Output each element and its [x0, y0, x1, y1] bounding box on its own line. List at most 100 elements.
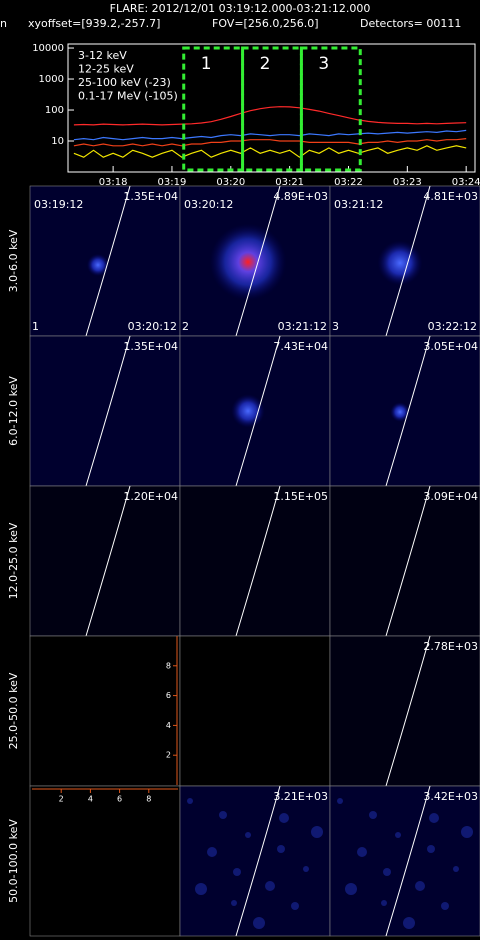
image-panel [329, 635, 480, 787]
energy-band-label: 12.0-25.0 keV [7, 522, 20, 599]
image-panel [179, 485, 331, 637]
noise-speck [461, 826, 473, 838]
legend-entry: 25-100 keV (-23) [78, 76, 171, 89]
noise-speck [245, 832, 251, 838]
energy-band-label: 50.0-100.0 keV [7, 819, 20, 903]
plot-frame [67, 43, 476, 173]
title: FLARE: 2012/12/01 03:19:12.000-03:21:12.… [110, 2, 371, 15]
y-tick-label: 1000 [39, 74, 64, 85]
noise-speck [441, 902, 449, 910]
solar-limb [85, 485, 131, 637]
energy-band-label: 25.0-50.0 keV [7, 672, 20, 749]
max-value-label: 1.20E+04 [123, 490, 178, 503]
series-line [73, 129, 467, 141]
interval-number: 3 [332, 320, 339, 333]
noise-speck [429, 813, 439, 823]
cut-text: n [0, 17, 7, 30]
source-blob [86, 253, 110, 277]
solar-limb [235, 185, 281, 337]
max-value-label: 3.05E+04 [423, 340, 478, 353]
x-tick-label: 03:21 [275, 177, 304, 188]
solar-limb [235, 485, 281, 637]
empty-axis-tick-label: 2 [166, 751, 171, 760]
interval-label: 2 [260, 54, 271, 74]
empty-axis-tick-label: 6 [166, 691, 171, 700]
source-blob [231, 394, 265, 428]
series-line [73, 138, 467, 147]
empty-axis-tick-label: 8 [166, 661, 171, 670]
noise-speck [357, 847, 367, 857]
source-blob [377, 240, 423, 286]
noise-speck [345, 883, 357, 895]
noise-speck [277, 845, 285, 853]
fov: FOV=[256.0,256.0] [212, 17, 319, 30]
empty-axis-tick-label: 4 [166, 721, 171, 730]
end-time: 03:22:12 [428, 320, 477, 333]
interval-number: 2 [182, 320, 189, 333]
max-value-label: 1.35E+04 [123, 190, 178, 203]
end-time: 03:20:12 [128, 320, 177, 333]
x-tick-label: 03:24 [452, 177, 480, 188]
start-time: 03:19:12 [34, 198, 83, 211]
noise-speck [279, 813, 289, 823]
end-time: 03:21:12 [278, 320, 327, 333]
solar-limb [385, 185, 431, 337]
image-panel [329, 485, 480, 637]
empty-axis-tick-label: 8 [146, 795, 151, 804]
x-tick-label: 03:18 [99, 177, 128, 188]
y-tick-label: 10 [51, 136, 64, 147]
noise-speck [291, 902, 299, 910]
noise-speck [337, 798, 343, 804]
noise-speck [303, 866, 309, 872]
solar-limb [385, 635, 431, 787]
solar-limb [85, 335, 131, 487]
interval-label: 3 [318, 54, 329, 74]
noise-speck [383, 868, 391, 876]
max-value-label: 4.89E+03 [273, 190, 328, 203]
noise-speck [253, 917, 265, 929]
series-line [73, 106, 467, 126]
max-value-label: 7.43E+04 [273, 340, 328, 353]
source-blob [390, 402, 410, 422]
noise-speck [187, 798, 193, 804]
interval-label: 1 [201, 54, 212, 74]
legend-entry: 0.1-17 MeV (-105) [78, 90, 178, 103]
x-tick-label: 03:19 [158, 177, 187, 188]
image-panel [329, 785, 480, 937]
empty-axis-tick-label: 6 [117, 795, 122, 804]
noise-speck [427, 845, 435, 853]
image-panel [29, 785, 181, 937]
max-value-label: 3.09E+04 [423, 490, 478, 503]
solar-limb [385, 485, 431, 637]
x-tick-label: 03:23 [393, 177, 422, 188]
y-tick-label: 10000 [32, 43, 64, 54]
max-value-label: 1.35E+04 [123, 340, 178, 353]
noise-speck [403, 917, 415, 929]
detectors: Detectors= 00111 [360, 17, 461, 30]
solar-limb [85, 185, 131, 337]
source-blob [209, 223, 287, 301]
noise-speck [311, 826, 323, 838]
solar-limb [235, 335, 281, 487]
noise-speck [195, 883, 207, 895]
start-time: 03:21:12 [334, 198, 383, 211]
max-value-label: 2.78E+03 [423, 640, 478, 653]
y-tick-label: 100 [45, 105, 64, 116]
image-panel [179, 785, 331, 937]
image-panel [29, 485, 181, 637]
noise-speck [219, 811, 227, 819]
max-value-label: 4.81E+03 [423, 190, 478, 203]
x-tick-label: 03:20 [216, 177, 245, 188]
solar-limb [385, 335, 431, 487]
max-value-label: 3.42E+03 [423, 790, 478, 803]
noise-speck [233, 868, 241, 876]
image-panel [29, 335, 181, 487]
empty-axis-tick-label: 4 [88, 795, 93, 804]
empty-axis-tick-label: 2 [59, 795, 64, 804]
solar-limb [235, 785, 281, 937]
interval-number: 1 [32, 320, 39, 333]
noise-speck [395, 832, 401, 838]
max-value-label: 3.21E+03 [273, 790, 328, 803]
